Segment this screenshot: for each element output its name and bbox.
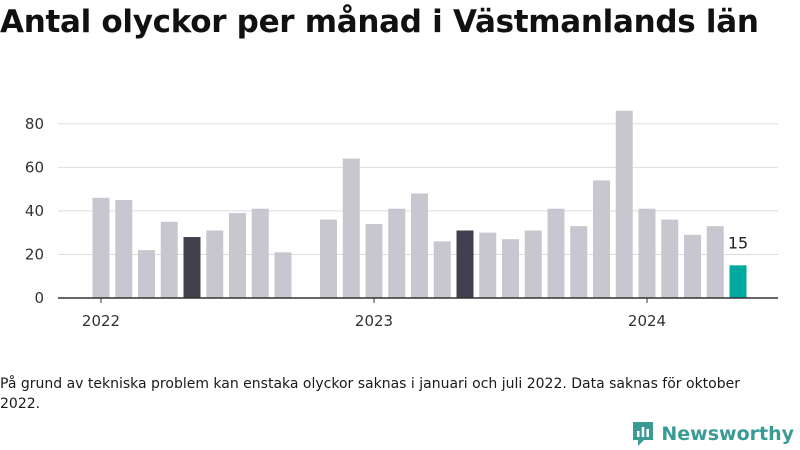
bar [92, 197, 110, 298]
newsworthy-logo-icon [633, 422, 654, 446]
bar [433, 241, 451, 298]
bar [661, 219, 679, 298]
x-tick-label: 2022 [82, 312, 120, 330]
y-tick-label: 80 [25, 115, 44, 133]
bar [729, 265, 747, 298]
x-tick-label: 2023 [355, 312, 393, 330]
y-axis-ticks: 0 20 40 60 80 [25, 115, 44, 307]
bar [160, 221, 178, 298]
bar [251, 208, 269, 298]
data-labels: 15 [728, 233, 748, 252]
y-tick-label: 40 [25, 202, 44, 220]
bar [547, 208, 565, 298]
bar [684, 234, 701, 298]
bars [92, 110, 747, 298]
bar-chart: 0 20 40 60 80 2022 2023 2024 15 [25, 110, 778, 330]
bar [706, 226, 724, 298]
bar [593, 180, 610, 298]
bar [206, 230, 224, 298]
bar [274, 252, 292, 298]
bar [342, 158, 360, 298]
bar [502, 239, 519, 298]
bar [388, 208, 406, 298]
bar [365, 223, 383, 298]
footnote: På grund av tekniska problem kan enstaka… [0, 376, 740, 412]
bar [615, 110, 633, 298]
x-axis-ticks: 2022 2023 2024 [82, 298, 666, 330]
bar [138, 250, 155, 298]
y-tick-label: 60 [25, 158, 44, 176]
y-tick-label: 20 [25, 245, 44, 263]
data-label: 15 [728, 233, 748, 252]
bar [320, 219, 337, 298]
brand-logo[interactable]: Newsworthy [631, 420, 794, 448]
bar [183, 237, 201, 298]
bar [479, 232, 497, 298]
bar [524, 230, 542, 298]
bar [638, 208, 656, 298]
bar [115, 200, 133, 298]
chart-title: Antal olyckor per månad i Västmanlands l… [0, 4, 759, 40]
bar [456, 230, 474, 298]
y-tick-label: 0 [34, 289, 44, 307]
brand-name: Newsworthy [661, 423, 794, 445]
bar [570, 226, 588, 298]
x-tick-label: 2024 [628, 312, 666, 330]
bar [411, 193, 428, 298]
bar [229, 213, 246, 298]
